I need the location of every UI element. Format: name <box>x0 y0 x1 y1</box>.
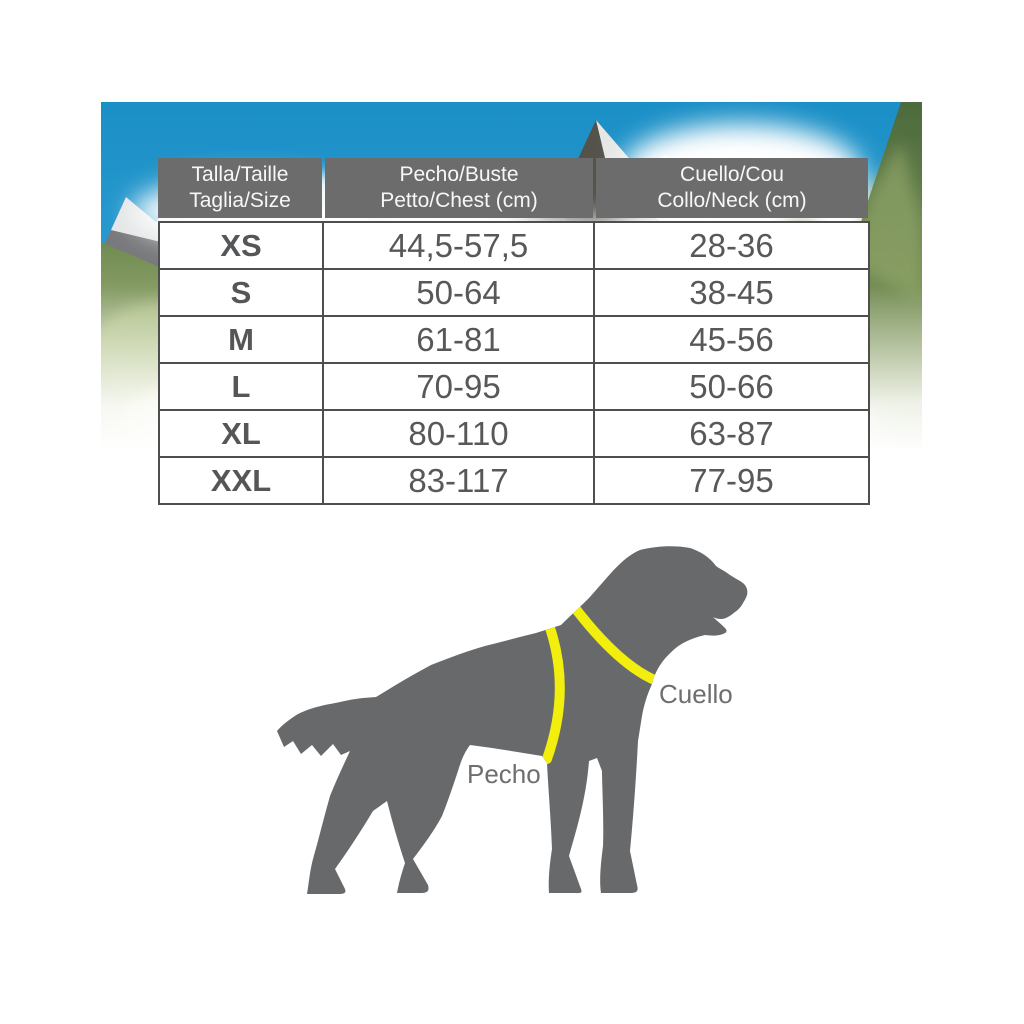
cell-chest: 50-64 <box>322 268 595 317</box>
table-row: XL 80-110 63-87 <box>158 409 870 458</box>
cell-chest: 80-110 <box>322 409 595 458</box>
cell-size: L <box>158 362 324 411</box>
cell-size: M <box>158 315 324 364</box>
cell-neck: 28-36 <box>593 221 870 270</box>
chest-strap <box>542 623 565 764</box>
neck-label: Cuello <box>659 679 733 709</box>
cell-neck: 38-45 <box>593 268 870 317</box>
table-row: L 70-95 50-66 <box>158 362 870 411</box>
size-chart-header: Talla/Taille Taglia/Size Pecho/Buste Pet… <box>158 158 868 218</box>
table-row: S 50-64 38-45 <box>158 268 870 317</box>
header-neck-line2: Collo/Neck (cm) <box>657 189 807 212</box>
header-size-column: Talla/Taille Taglia/Size <box>158 158 322 218</box>
cell-chest: 61-81 <box>322 315 595 364</box>
header-size-line1: Talla/Taille <box>191 163 289 186</box>
header-size-line2: Taglia/Size <box>189 189 291 212</box>
cell-neck: 50-66 <box>593 362 870 411</box>
cell-size: XL <box>158 409 324 458</box>
dog-diagram-art <box>277 546 748 894</box>
chest-label: Pecho <box>467 759 541 789</box>
table-row: M 61-81 45-56 <box>158 315 870 364</box>
cell-size: S <box>158 268 324 317</box>
cell-neck: 63-87 <box>593 409 870 458</box>
cell-chest: 83-117 <box>322 456 595 505</box>
size-chart-body: XS 44,5-57,5 28-36 S 50-64 38-45 M 61-81… <box>158 221 870 505</box>
table-row: XS 44,5-57,5 28-36 <box>158 221 870 270</box>
dog-silhouette <box>277 546 748 894</box>
table-row: XXL 83-117 77-95 <box>158 456 870 505</box>
neck-strap <box>567 599 667 688</box>
header-chest-line1: Pecho/Buste <box>399 163 519 186</box>
measurement-diagram: Cuello Pecho <box>264 540 764 910</box>
header-chest-column: Pecho/Buste Petto/Chest (cm) <box>325 158 593 218</box>
cell-size: XS <box>158 221 324 270</box>
header-neck-column: Cuello/Cou Collo/Neck (cm) <box>596 158 868 218</box>
cell-size: XXL <box>158 456 324 505</box>
cell-chest: 44,5-57,5 <box>322 221 595 270</box>
header-neck-line1: Cuello/Cou <box>680 163 784 186</box>
cell-neck: 77-95 <box>593 456 870 505</box>
cell-chest: 70-95 <box>322 362 595 411</box>
cell-neck: 45-56 <box>593 315 870 364</box>
header-chest-line2: Petto/Chest (cm) <box>380 189 538 212</box>
size-chart: Talla/Taille Taglia/Size Pecho/Buste Pet… <box>158 158 870 505</box>
